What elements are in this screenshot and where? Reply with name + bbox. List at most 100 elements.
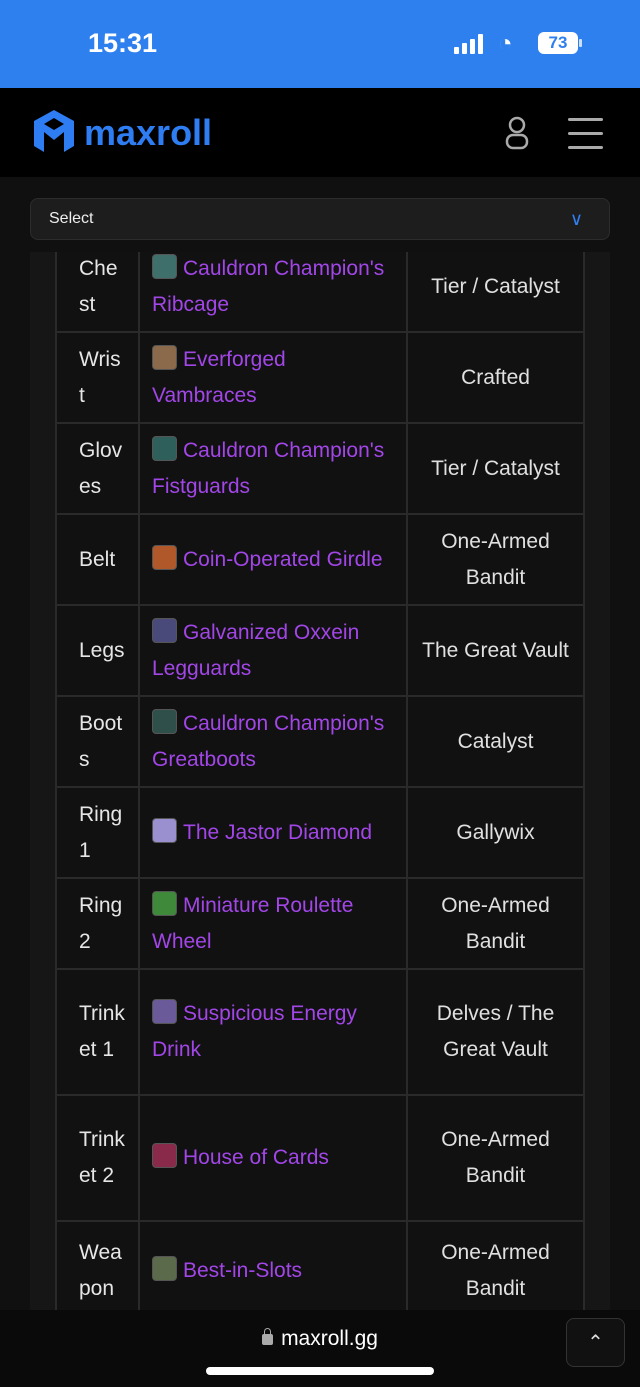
hamburger-menu-icon[interactable]	[568, 118, 603, 160]
source-cell: Catalyst	[406, 697, 585, 786]
source-text: One-Armed Bandit	[441, 1128, 550, 1187]
table-row: Trinket 1 Suspicious Energy Drink Delves…	[55, 970, 585, 1096]
browser-bar: maxroll.gg	[0, 1310, 640, 1387]
battery-icon: 73	[538, 32, 582, 54]
slot-cell: Ring 1	[55, 788, 138, 877]
item-cell: Galvanized Oxxein Legguards	[138, 606, 406, 695]
item-cell: Best-in-Slots	[138, 1222, 406, 1310]
item-icon	[152, 617, 177, 643]
item-link[interactable]: Cauldron Champion's Fistguards	[152, 438, 385, 498]
item-icon	[152, 708, 177, 734]
table-row: Gloves Cauldron Champion's Fistguards Ti…	[55, 424, 585, 515]
item-icon	[152, 1256, 177, 1281]
clock: 15:31	[88, 28, 158, 58]
item-icon	[152, 253, 177, 279]
source-cell: Tier / Catalyst	[406, 424, 585, 513]
item-cell: Suspicious Energy Drink	[138, 970, 406, 1094]
source-text: Catalyst	[457, 729, 534, 753]
source-text: The Great Vault	[422, 638, 569, 662]
source-text: One-Armed Bandit	[441, 529, 550, 589]
table-row: Belt Coin-Operated Girdle One-Armed Band…	[55, 515, 585, 606]
item-icon	[152, 1143, 177, 1168]
item-link[interactable]: Cauldron Champion's Greatboots	[152, 711, 385, 771]
slot-name: Weapon	[79, 1241, 122, 1300]
url-bar[interactable]: maxroll.gg	[0, 1327, 640, 1351]
wifi-icon: ◔	[498, 30, 513, 57]
item-link[interactable]: Best-in-Slots	[183, 1259, 303, 1282]
table-row: Ring 2 Miniature Roulette Wheel One-Arme…	[55, 879, 585, 970]
source-text: Crafted	[461, 365, 530, 389]
source-cell: One-Armed Bandit	[406, 515, 585, 604]
slot-cell: Belt	[55, 515, 138, 604]
section-select[interactable]: Select ∨	[30, 198, 610, 240]
source-cell: Tier / Catalyst	[406, 252, 585, 331]
slot-name: Ring 1	[79, 802, 123, 862]
slot-cell: Gloves	[55, 424, 138, 513]
chevron-down-icon: ∨	[569, 209, 583, 229]
item-icon	[152, 890, 177, 916]
item-link[interactable]: Cauldron Champion's Ribcage	[152, 256, 385, 316]
slot-cell: Ring 2	[55, 879, 138, 968]
gear-table-container: Chest Cauldron Champion's Ribcage Tier /…	[30, 252, 610, 1310]
maxroll-logo-icon	[34, 110, 74, 152]
item-cell: The Jastor Diamond	[138, 788, 406, 877]
item-cell: Coin-Operated Girdle	[138, 515, 406, 604]
slot-cell: Trinket 1	[55, 970, 138, 1094]
item-icon	[152, 817, 177, 843]
table-row: Boots Cauldron Champion's Greatboots Cat…	[55, 697, 585, 788]
item-link[interactable]: The Jastor Diamond	[183, 820, 373, 844]
source-text: Tier / Catalyst	[431, 456, 560, 480]
item-link[interactable]: Galvanized Oxxein Legguards	[152, 620, 360, 680]
table-row: Wrist Everforged Vambraces Crafted	[55, 333, 585, 424]
page-content: Select ∨ Chest Cauldron Champion's Ribca…	[0, 177, 640, 1310]
item-link[interactable]: House of Cards	[183, 1146, 329, 1169]
item-cell: Everforged Vambraces	[138, 333, 406, 422]
lock-icon	[262, 1328, 274, 1345]
item-link[interactable]: Everforged Vambraces	[152, 347, 286, 407]
source-cell: The Great Vault	[406, 606, 585, 695]
slot-name: Trinket 2	[79, 1128, 125, 1187]
item-link[interactable]: Suspicious Energy Drink	[152, 1002, 357, 1061]
slot-name: Boots	[79, 711, 123, 771]
slot-name: Belt	[79, 547, 116, 571]
source-cell: Crafted	[406, 333, 585, 422]
source-text: Tier / Catalyst	[431, 274, 560, 298]
slot-cell: Trinket 2	[55, 1096, 138, 1220]
table-row: Ring 1 The Jastor Diamond Gallywix	[55, 788, 585, 879]
user-icon[interactable]	[505, 116, 529, 150]
logo[interactable]: maxroll	[30, 108, 212, 158]
source-cell: One-Armed Bandit	[406, 879, 585, 968]
table-row: Trinket 2 House of Cards One-Armed Bandi…	[55, 1096, 585, 1222]
scroll-to-top-button[interactable]: ⌃	[566, 1318, 625, 1367]
item-icon	[152, 435, 177, 461]
item-link[interactable]: Coin-Operated Girdle	[183, 547, 383, 571]
slot-name: Gloves	[79, 438, 123, 498]
source-text: Gallywix	[456, 820, 535, 844]
site-header: maxroll	[0, 88, 640, 177]
item-link[interactable]: Miniature Roulette Wheel	[152, 893, 354, 953]
chevron-up-icon: ⌃	[587, 1332, 604, 1354]
select-label: Select	[49, 210, 94, 227]
item-icon	[152, 544, 177, 570]
slot-name: Chest	[79, 256, 118, 316]
table-row: Weapon Best-in-Slots One-Armed Bandit	[55, 1222, 585, 1310]
item-cell: Cauldron Champion's Ribcage	[138, 252, 406, 331]
source-cell: One-Armed Bandit	[406, 1222, 585, 1310]
item-cell: Miniature Roulette Wheel	[138, 879, 406, 968]
table-row: Chest Cauldron Champion's Ribcage Tier /…	[55, 252, 585, 333]
source-text: Delves / The Great Vault	[436, 1002, 555, 1061]
signal-icon	[454, 34, 483, 54]
slot-name: Wrist	[79, 347, 121, 407]
status-bar: 15:31 ◔ 73	[0, 0, 640, 88]
slot-cell: Weapon	[55, 1222, 138, 1310]
home-indicator	[206, 1367, 434, 1375]
logo-text: maxroll	[84, 112, 213, 153]
slot-name: Trinket 1	[79, 1002, 125, 1061]
source-cell: Delves / The Great Vault	[406, 970, 585, 1094]
item-cell: Cauldron Champion's Fistguards	[138, 424, 406, 513]
source-text: One-Armed Bandit	[441, 1241, 550, 1300]
source-cell: Gallywix	[406, 788, 585, 877]
item-cell: House of Cards	[138, 1096, 406, 1220]
source-cell: One-Armed Bandit	[406, 1096, 585, 1220]
url-text: maxroll.gg	[281, 1327, 378, 1350]
